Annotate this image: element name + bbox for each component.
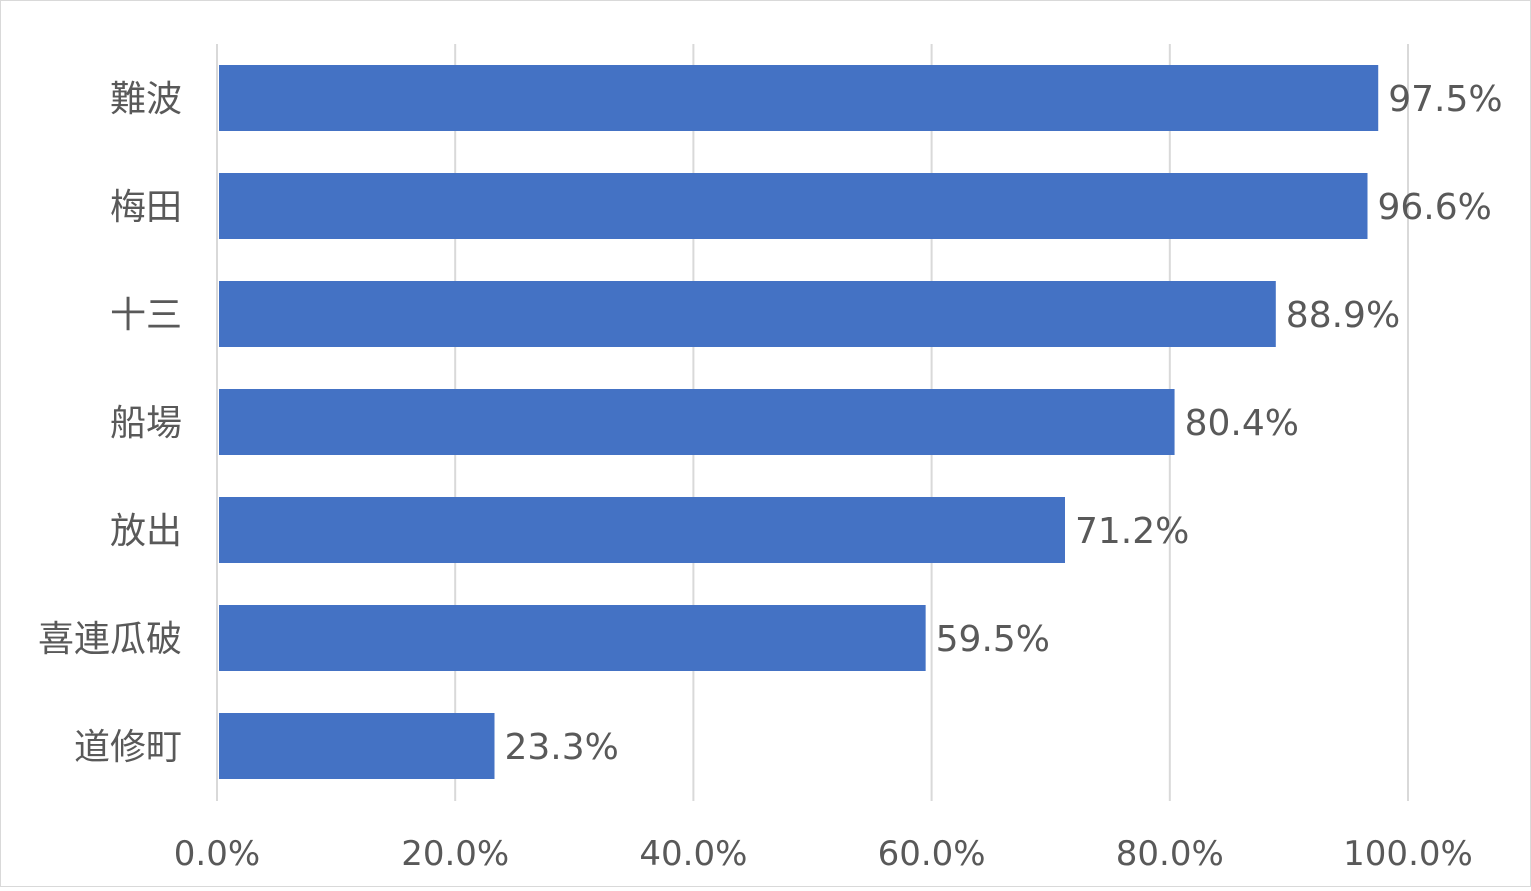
category-label: 船場: [110, 403, 182, 444]
category-label: 道修町: [74, 727, 182, 768]
data-label: 96.6%: [1378, 187, 1492, 228]
x-tick-label: 40.0%: [639, 834, 747, 874]
data-label: 59.5%: [936, 619, 1050, 660]
data-label: 71.2%: [1075, 511, 1189, 552]
bar: [219, 497, 1065, 563]
bar: [219, 173, 1368, 239]
data-label: 88.9%: [1286, 295, 1400, 336]
bar: [219, 605, 926, 671]
bar: [219, 713, 495, 779]
x-tick-label: 80.0%: [1116, 834, 1224, 874]
category-label: 難波: [110, 79, 182, 120]
data-label: 23.3%: [505, 727, 619, 768]
data-labels: 97.5% 96.6% 88.9% 80.4% 71.2% 59.5% 23.3%: [505, 79, 1503, 768]
x-tick-label: 100.0%: [1343, 834, 1473, 874]
x-tick-label: 20.0%: [401, 834, 509, 874]
bar: [219, 389, 1175, 455]
bars: [219, 65, 1379, 779]
category-label: 放出: [110, 511, 182, 552]
category-label: 梅田: [110, 187, 182, 228]
data-label: 97.5%: [1388, 79, 1502, 120]
data-label: 80.4%: [1185, 403, 1299, 444]
bar: [219, 281, 1276, 347]
x-tick-label: 60.0%: [878, 834, 986, 874]
x-tick-label: 0.0%: [174, 834, 260, 874]
x-tick-labels: 0.0% 20.0% 40.0% 60.0% 80.0% 100.0%: [174, 834, 1473, 874]
category-label: 十三: [110, 295, 182, 336]
bar: [219, 65, 1379, 131]
category-label: 喜連瓜破: [38, 619, 182, 660]
